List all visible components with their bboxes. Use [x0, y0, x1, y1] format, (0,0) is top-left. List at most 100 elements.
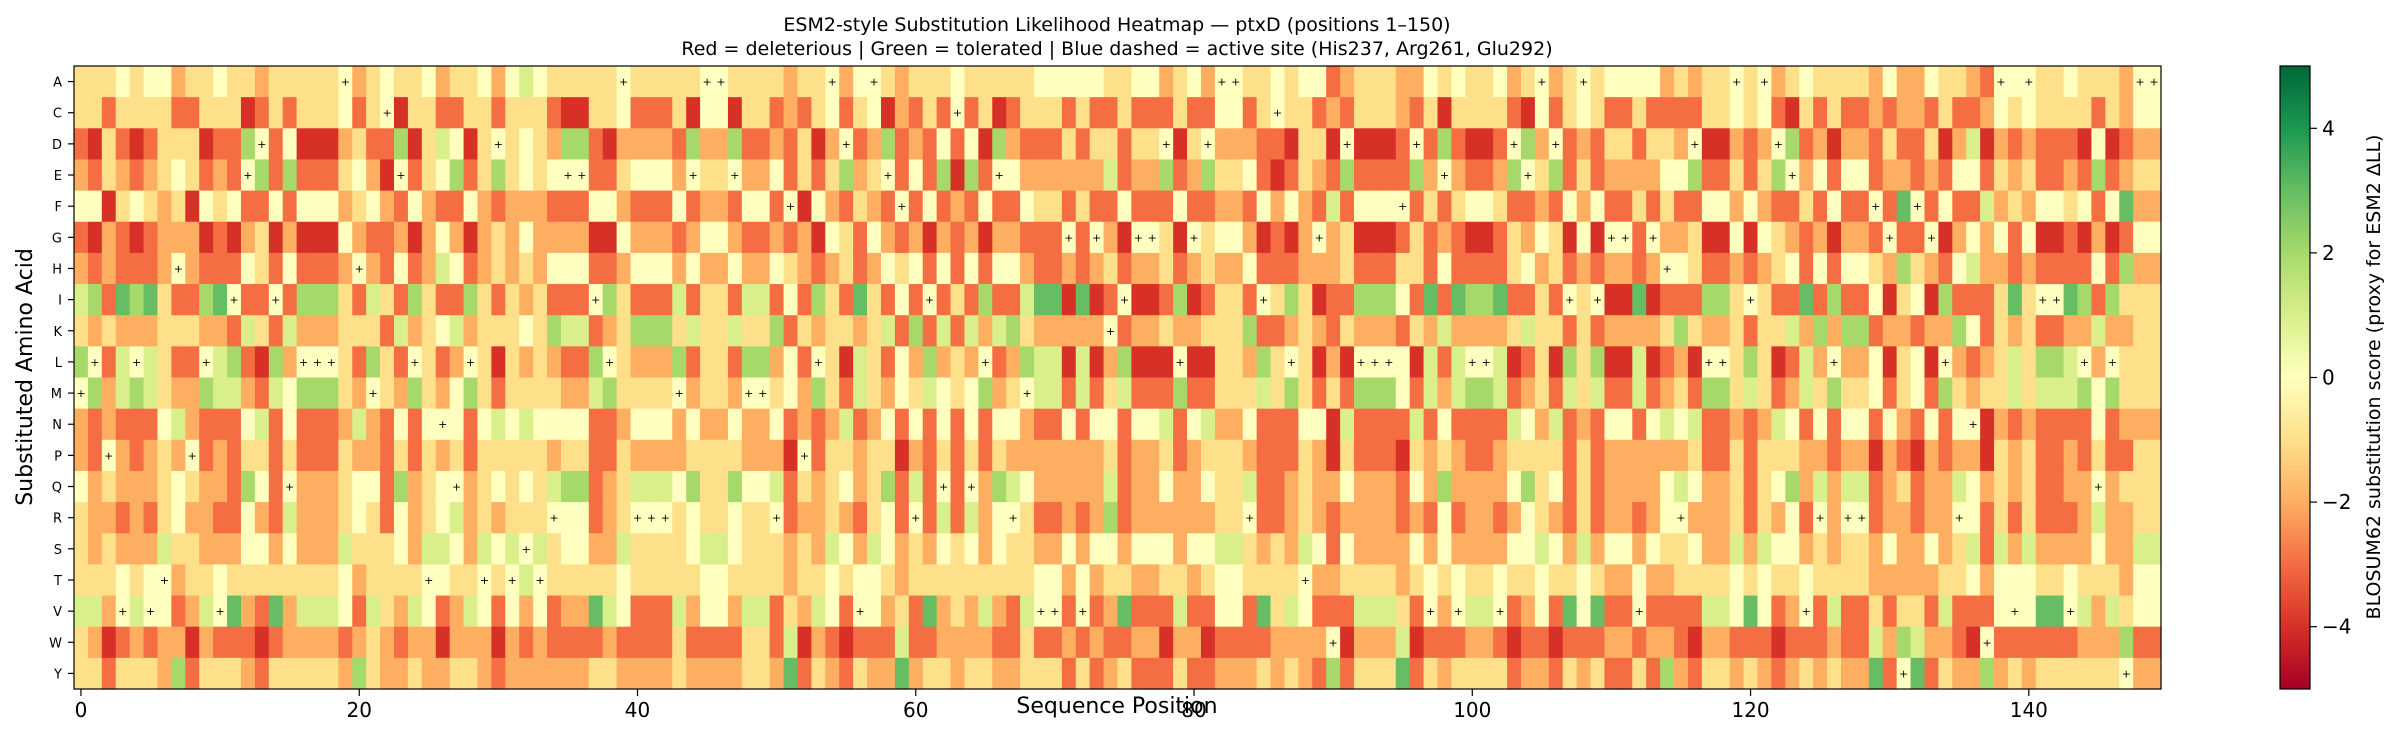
heatmap-cell	[240, 346, 256, 379]
heatmap-cell	[1354, 408, 1369, 441]
heatmap-cell	[574, 626, 590, 659]
heatmap-cell	[1966, 346, 1981, 379]
heatmap-cell	[129, 595, 145, 628]
wildtype-marker: +	[1412, 138, 1421, 151]
heatmap-cell	[394, 66, 409, 98]
heatmap-cell	[1562, 221, 1578, 254]
heatmap-cell	[1632, 408, 1647, 441]
heatmap-cell	[1896, 284, 1912, 316]
heatmap-cell	[1729, 66, 1745, 98]
heatmap-cell	[727, 284, 743, 316]
heatmap-cell	[700, 128, 715, 161]
heatmap-cell	[2119, 595, 2134, 628]
heatmap-cell	[240, 502, 256, 534]
heatmap-cell	[143, 66, 159, 98]
heatmap-cell	[853, 128, 868, 161]
heatmap-cell	[1354, 377, 1369, 410]
heatmap-cell	[825, 439, 840, 472]
heatmap-cell	[658, 190, 673, 223]
heatmap-cell	[1047, 128, 1063, 161]
heatmap-cell	[1340, 66, 1355, 98]
heatmap-cell	[602, 564, 618, 597]
heatmap-cell	[1910, 502, 1926, 534]
heatmap-cell	[1590, 595, 1606, 628]
heatmap-cell	[1354, 252, 1369, 285]
heatmap-cell	[547, 377, 562, 410]
heatmap-cell	[1785, 221, 1800, 254]
heatmap-cell	[240, 657, 256, 690]
heatmap-cell	[1465, 159, 1480, 192]
heatmap-cell	[867, 657, 882, 690]
heatmap-cell	[644, 66, 659, 98]
heatmap-cell	[964, 626, 979, 659]
heatmap-cell	[616, 252, 632, 285]
heatmap-cell	[254, 564, 270, 597]
heatmap-cell	[1729, 221, 1745, 254]
heatmap-cell	[825, 159, 840, 192]
heatmap-cell	[1632, 159, 1647, 192]
heatmap-cell	[2063, 190, 2079, 223]
heatmap-cell	[978, 284, 993, 316]
heatmap-cell	[1145, 128, 1160, 161]
chart-subtitle: Red = deleterious | Green = tolerated | …	[681, 38, 1552, 60]
heatmap-cell	[1827, 595, 1842, 628]
colorbar-tick-label: −4	[2322, 615, 2351, 639]
heatmap-cell	[1924, 626, 1939, 659]
heatmap-cell	[867, 315, 882, 347]
heatmap-cell	[1604, 470, 1619, 503]
heatmap-cell	[1840, 346, 1856, 379]
heatmap-cell	[394, 190, 409, 223]
heatmap-cell	[2007, 190, 2023, 223]
heatmap-cell	[574, 408, 590, 441]
heatmap-cell	[213, 502, 228, 534]
heatmap-cell	[87, 626, 103, 659]
heatmap-cell	[199, 657, 214, 690]
heatmap-cell	[658, 97, 673, 129]
heatmap-cell	[616, 159, 632, 192]
heatmap-cell	[1437, 159, 1453, 192]
wildtype-marker: +	[800, 449, 809, 462]
heatmap-cell	[115, 564, 131, 597]
heatmap-cell	[1034, 439, 1049, 472]
heatmap-cell	[867, 377, 882, 410]
heatmap-cell	[922, 190, 938, 223]
heatmap-cell	[310, 564, 326, 597]
heatmap-cell	[2049, 470, 2065, 503]
wildtype-marker: +	[1593, 294, 1602, 307]
heatmap-cell	[630, 502, 646, 534]
heatmap-cell	[533, 252, 548, 285]
heatmap-cell	[950, 315, 966, 347]
heatmap-cell	[1534, 564, 1550, 597]
heatmap-cell	[380, 502, 395, 534]
heatmap-cell	[908, 408, 924, 441]
heatmap-cell	[1827, 346, 1842, 379]
wildtype-marker: +	[1468, 356, 1477, 369]
heatmap-cell	[1242, 502, 1258, 534]
heatmap-cell	[199, 128, 214, 161]
heatmap-cell	[797, 252, 813, 285]
heatmap-cell	[1395, 626, 1411, 659]
heatmap-cell	[1228, 315, 1244, 347]
heatmap-cell	[240, 564, 256, 597]
heatmap-cell	[101, 66, 117, 98]
heatmap-cell	[1868, 252, 1884, 285]
heatmap-cell	[992, 346, 1007, 379]
heatmap-cell	[1785, 439, 1800, 472]
heatmap-cell	[2021, 221, 2037, 254]
heatmap-cell	[1994, 284, 2009, 316]
heatmap-cell	[129, 128, 145, 161]
heatmap-cell	[366, 626, 381, 659]
heatmap-cell	[853, 502, 868, 534]
heatmap-cell	[310, 284, 326, 316]
heatmap-cell	[1534, 626, 1550, 659]
heatmap-cell	[268, 533, 284, 565]
heatmap-cell	[853, 159, 868, 192]
heatmap-cell	[185, 159, 200, 192]
heatmap-cell	[1646, 408, 1661, 441]
heatmap-cell	[1117, 439, 1133, 472]
heatmap-cell	[1381, 502, 1397, 534]
heatmap-cell	[2119, 97, 2134, 129]
heatmap-cell	[324, 284, 339, 316]
heatmap-cell	[2147, 408, 2162, 441]
heatmap-cell	[129, 315, 145, 347]
